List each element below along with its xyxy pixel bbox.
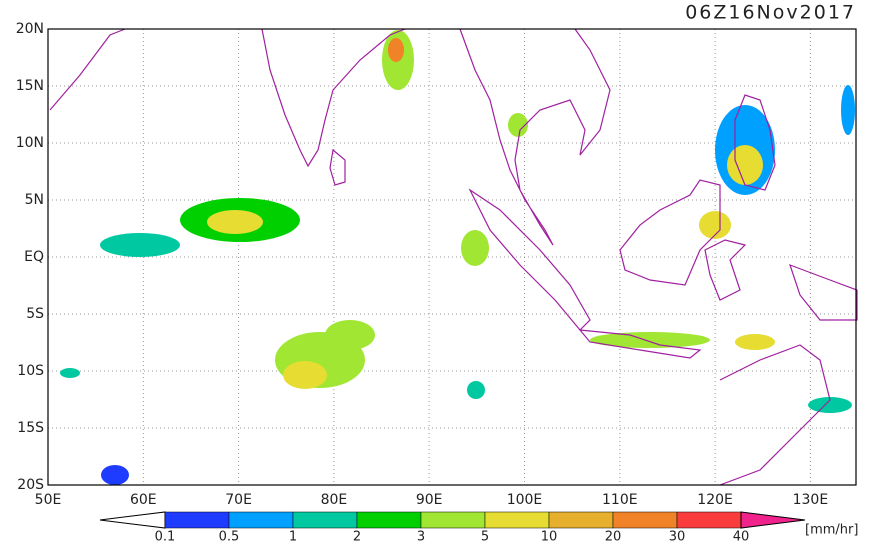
colorbar-swatch — [164, 511, 230, 529]
rain-area — [101, 465, 129, 485]
lat-label: 15N — [16, 78, 44, 94]
grid — [48, 29, 856, 485]
colorbar-swatch — [228, 511, 294, 529]
colorbar-label: 20 — [605, 530, 622, 544]
colorbar-label: 30 — [669, 530, 686, 544]
colorbar-label: 5 — [481, 530, 489, 544]
lon-label: 120E — [697, 492, 733, 508]
colorbar-label: 1 — [289, 530, 297, 544]
coastline — [719, 344, 831, 486]
lat-label: 15S — [17, 420, 44, 436]
coastline — [329, 148, 346, 186]
rain-area — [735, 334, 775, 350]
coastline — [468, 188, 591, 331]
colorbar-swatch — [740, 511, 806, 529]
colorbar-swatch — [676, 511, 742, 529]
lat-label: EQ — [24, 249, 44, 265]
map-frame — [47, 28, 857, 486]
coastline — [261, 28, 406, 168]
rain-area — [283, 361, 327, 389]
colorbar-label: 40 — [733, 530, 750, 544]
lat-label: 20S — [17, 477, 44, 493]
lon-label: 50E — [35, 492, 62, 508]
lat-label: 20N — [16, 21, 44, 37]
lon-label: 110E — [602, 492, 638, 508]
colorbar-label: 2 — [353, 530, 361, 544]
rain-area — [590, 332, 710, 348]
lon-label: 60E — [130, 492, 157, 508]
rain-area — [727, 145, 763, 185]
rain-area — [808, 397, 852, 413]
colorbar-swatch — [484, 511, 550, 529]
colorbar-label: 0.5 — [219, 530, 240, 544]
rain-area — [207, 210, 263, 234]
rain-area — [388, 38, 404, 62]
colorbar: 0.1 0.5 1 2 3 5 10 20 30 40 — [99, 511, 806, 544]
coastline — [49, 28, 126, 111]
colorbar-swatch — [356, 511, 422, 529]
rain-area — [508, 113, 528, 137]
lon-label: 70E — [225, 492, 252, 508]
lon-label: 80E — [321, 492, 348, 508]
rain-area — [100, 233, 180, 257]
rain-area — [699, 211, 731, 239]
lat-label: 5N — [25, 192, 44, 208]
rain-area — [467, 381, 485, 399]
coastlines — [49, 28, 858, 486]
lat-label: 10N — [16, 135, 44, 151]
coastline — [578, 329, 702, 359]
coastline — [619, 179, 721, 286]
map-title: 06Z16Nov2017 — [685, 2, 856, 24]
rain-area — [325, 320, 375, 350]
colorbar-swatch — [612, 511, 678, 529]
colorbar-swatch — [292, 511, 358, 529]
rain-areas — [60, 30, 855, 485]
lat-label: 5S — [26, 306, 44, 322]
rain-area — [461, 230, 489, 266]
lon-label: 130E — [793, 492, 829, 508]
lon-label: 90E — [416, 492, 443, 508]
legend-unit: [mm/hr] — [805, 523, 858, 538]
coastline — [789, 263, 858, 321]
colorbar-label: 10 — [541, 530, 558, 544]
colorbar-label: 0.1 — [155, 530, 176, 544]
colorbar-label: 3 — [417, 530, 425, 544]
colorbar-swatch — [548, 511, 614, 529]
lon-label: 100E — [507, 492, 543, 508]
colorbar-swatch — [420, 511, 486, 529]
coastline — [704, 239, 747, 301]
colorbar-swatch — [99, 511, 166, 529]
coastline — [734, 94, 776, 191]
coastline — [459, 28, 611, 246]
rain-area — [841, 85, 855, 135]
rain-area — [60, 368, 80, 378]
lat-label: 10S — [17, 363, 44, 379]
